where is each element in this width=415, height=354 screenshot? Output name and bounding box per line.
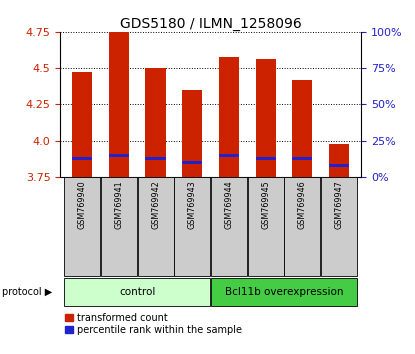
Text: GSM769941: GSM769941 — [115, 180, 123, 229]
Bar — [109, 154, 129, 157]
FancyBboxPatch shape — [284, 177, 320, 276]
Text: GSM769945: GSM769945 — [261, 180, 270, 229]
Bar — [72, 73, 92, 177]
Text: Bcl11b overexpression: Bcl11b overexpression — [225, 287, 343, 297]
Text: control: control — [119, 287, 155, 297]
Bar — [292, 156, 312, 160]
Text: protocol ▶: protocol ▶ — [2, 287, 52, 297]
Bar — [329, 164, 349, 167]
Bar — [72, 156, 92, 160]
Bar — [182, 90, 203, 177]
FancyBboxPatch shape — [64, 177, 100, 276]
Bar — [256, 156, 276, 160]
Text: GSM769944: GSM769944 — [225, 180, 234, 229]
Bar — [146, 156, 166, 160]
Bar — [109, 32, 129, 177]
Text: GSM769947: GSM769947 — [334, 180, 344, 229]
Title: GDS5180 / ILMN_1258096: GDS5180 / ILMN_1258096 — [120, 17, 301, 31]
Text: GSM769942: GSM769942 — [151, 180, 160, 229]
Bar — [256, 59, 276, 177]
Bar — [146, 68, 166, 177]
Legend: transformed count, percentile rank within the sample: transformed count, percentile rank withi… — [65, 313, 242, 335]
Bar — [219, 154, 239, 157]
Bar — [329, 144, 349, 177]
Text: GSM769946: GSM769946 — [298, 180, 307, 229]
FancyBboxPatch shape — [321, 177, 357, 276]
Bar — [182, 161, 203, 164]
Bar — [219, 57, 239, 177]
FancyBboxPatch shape — [101, 177, 137, 276]
FancyBboxPatch shape — [211, 278, 357, 306]
FancyBboxPatch shape — [211, 177, 247, 276]
FancyBboxPatch shape — [138, 177, 173, 276]
Text: GSM769943: GSM769943 — [188, 180, 197, 229]
FancyBboxPatch shape — [248, 177, 283, 276]
FancyBboxPatch shape — [174, 177, 210, 276]
Text: GSM769940: GSM769940 — [78, 180, 87, 229]
Bar — [292, 80, 312, 177]
FancyBboxPatch shape — [64, 278, 210, 306]
